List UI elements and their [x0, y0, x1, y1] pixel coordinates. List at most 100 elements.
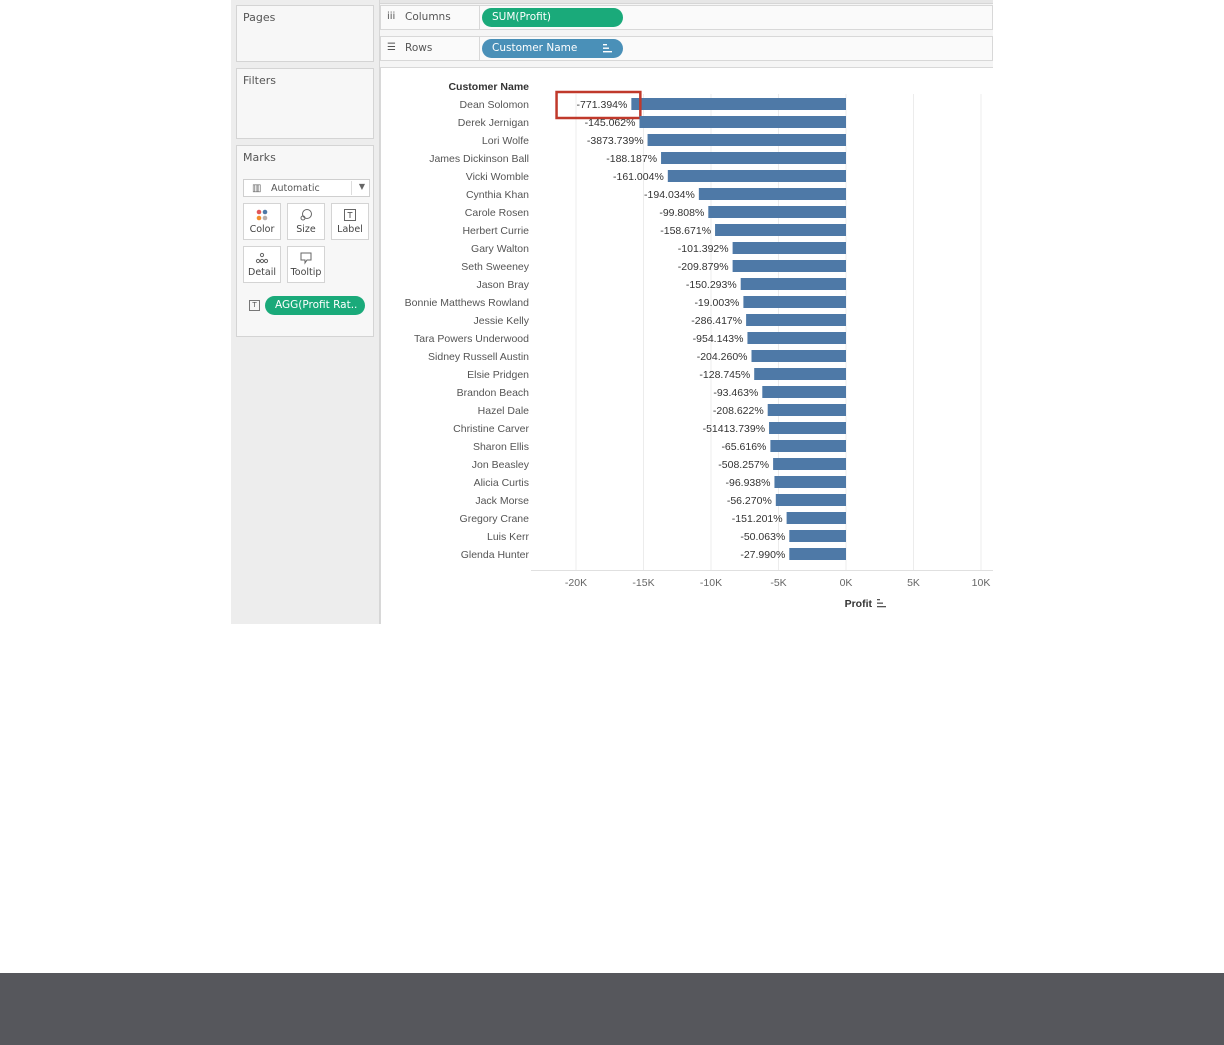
- x-axis-title: Profit: [845, 598, 873, 610]
- profit-bar: [732, 242, 846, 254]
- customer-name-label: Alicia Curtis: [474, 477, 529, 489]
- footer-bar: [0, 973, 1224, 1045]
- tooltip-button[interactable]: Tooltip: [287, 246, 325, 283]
- sum-profit-pill[interactable]: SUM(Profit): [482, 8, 623, 27]
- tooltip-icon: [288, 251, 324, 265]
- sort-icon: [877, 602, 883, 604]
- profit-bar: [789, 548, 846, 560]
- detail-button[interactable]: Detail: [243, 246, 281, 283]
- profit-bar: [746, 314, 846, 326]
- customer-name-label: Jessie Kelly: [474, 315, 530, 327]
- customer-name-label: Hazel Dale: [478, 405, 530, 417]
- profit-bar: [754, 368, 846, 380]
- profit-ratio-label: -50.063%: [740, 531, 785, 543]
- detail-icon: [244, 251, 280, 265]
- mark-type-dropdown[interactable]: ▥ Automatic ▼: [243, 179, 370, 197]
- tableau-workspace: Pages Filters Marks ▥ Automatic ▼ Color: [231, 0, 993, 624]
- highlight-box: [555, 90, 642, 120]
- profit-bar: [767, 404, 846, 416]
- profit-ratio-label: -150.293%: [686, 279, 737, 291]
- profit-bar: [775, 494, 846, 506]
- profit-ratio-label: -101.392%: [678, 243, 729, 255]
- color-button[interactable]: Color: [243, 203, 281, 240]
- profit-bar: [647, 134, 846, 146]
- color-icon: [244, 208, 280, 222]
- profit-ratio-label: -209.879%: [678, 261, 729, 273]
- pages-card[interactable]: Pages: [236, 5, 374, 62]
- rows-icon: ☰: [387, 42, 396, 53]
- customer-name-label: James Dickinson Ball: [429, 153, 529, 165]
- pages-title: Pages: [243, 11, 276, 24]
- profit-ratio-label: -96.938%: [725, 477, 770, 489]
- customer-name-label: Bonnie Matthews Rowland: [405, 297, 529, 309]
- profit-bar: [789, 530, 846, 542]
- profit-ratio-label: -56.270%: [727, 495, 772, 507]
- x-tick-label: -5K: [770, 577, 786, 589]
- customer-name-label: Vicki Womble: [466, 171, 529, 183]
- profit-ratio-label: -51413.739%: [703, 423, 765, 435]
- tooltip-label: Tooltip: [290, 267, 322, 278]
- customer-name-label: Sharon Ellis: [473, 441, 529, 453]
- profit-ratio-label: -508.257%: [718, 459, 769, 471]
- profit-bar: [661, 152, 846, 164]
- profit-ratio-label: -954.143%: [693, 333, 744, 345]
- customer-name-label: Jack Morse: [475, 495, 529, 507]
- profit-bar: [715, 224, 846, 236]
- profit-ratio-label: -128.745%: [699, 369, 750, 381]
- customer-name-label: Jon Beasley: [472, 459, 530, 471]
- profit-ratio-label: -204.260%: [697, 351, 748, 363]
- profit-ratio-label: -194.034%: [644, 189, 695, 201]
- marks-title: Marks: [243, 151, 276, 164]
- columns-shelf[interactable]: iii Columns SUM(Profit): [380, 5, 993, 30]
- profit-bar: [773, 458, 846, 470]
- sort-descending-icon: [603, 44, 612, 53]
- x-tick-label: -15K: [632, 577, 654, 589]
- profit-bar: [762, 386, 846, 398]
- filters-card[interactable]: Filters: [236, 68, 374, 139]
- size-label: Size: [296, 224, 316, 235]
- customer-name-label: Herbert Currie: [462, 225, 529, 237]
- profit-ratio-label: -208.622%: [713, 405, 764, 417]
- profit-bar: [751, 350, 846, 362]
- label-label: Label: [337, 224, 363, 235]
- profit-bar: [639, 116, 846, 128]
- label-button[interactable]: Label: [331, 203, 369, 240]
- x-tick-label: -20K: [565, 577, 587, 589]
- label-icon: [332, 208, 368, 222]
- customer-name-label: Gary Walton: [471, 243, 529, 255]
- profit-ratio-label: -286.417%: [691, 315, 742, 327]
- customer-name-label: Brandon Beach: [457, 387, 530, 399]
- profit-ratio-label: -771.394%: [577, 99, 628, 111]
- size-button[interactable]: Size: [287, 203, 325, 240]
- customer-name-label: Glenda Hunter: [461, 549, 530, 561]
- profit-bar: [698, 188, 846, 200]
- x-tick-label: 10K: [972, 577, 991, 589]
- x-tick-label: 0K: [840, 577, 853, 589]
- row-header-title: Customer Name: [448, 81, 529, 93]
- rows-shelf[interactable]: ☰ Rows Customer Name: [380, 36, 993, 61]
- chart-view: Customer Name Dean Solomon -771.394% Derek …: [380, 67, 993, 624]
- customer-name-label: Derek Jernigan: [458, 117, 529, 129]
- detail-label: Detail: [248, 267, 276, 278]
- color-label: Color: [249, 224, 275, 235]
- profit-bar: [631, 98, 846, 110]
- x-tick-label: 5K: [907, 577, 920, 589]
- chevron-down-icon: ▼: [358, 182, 365, 191]
- profit-ratio-pill[interactable]: AGG(Profit Rat..: [265, 296, 365, 315]
- profit-ratio-label: -145.062%: [585, 117, 636, 129]
- customer-name-label: Sidney Russell Austin: [428, 351, 529, 363]
- profit-bar: [786, 512, 846, 524]
- customer-name-pill-text: Customer Name: [492, 42, 578, 54]
- sort-icon: [877, 599, 880, 601]
- profit-bar: [770, 440, 846, 452]
- profit-bar: [732, 260, 846, 272]
- left-pane: Pages Filters Marks ▥ Automatic ▼ Color: [231, 0, 380, 624]
- profit-ratio-label: -65.616%: [721, 441, 766, 453]
- customer-name-label: Luis Kerr: [487, 531, 530, 543]
- sort-icon: [877, 606, 886, 608]
- toolbar-strip: [231, 0, 993, 4]
- profit-ratio-label: -99.808%: [659, 207, 704, 219]
- customer-name-label: Cynthia Khan: [466, 189, 529, 201]
- x-tick-label: -10K: [700, 577, 722, 589]
- customer-name-pill[interactable]: Customer Name: [482, 39, 623, 58]
